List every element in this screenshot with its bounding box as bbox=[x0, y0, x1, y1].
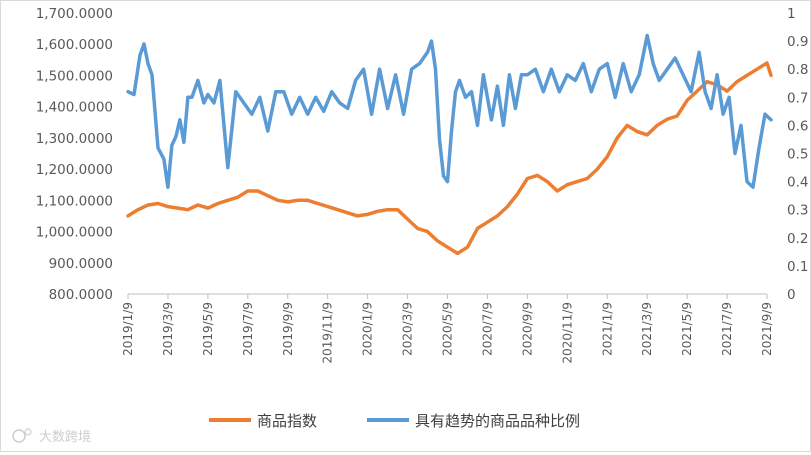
left-axis-tick-label: 1,500.0000 bbox=[36, 68, 113, 84]
x-axis-ticks: 2019/1/9 2019/3/9 2019/5/9 2019/7/9 2019/9/9… bbox=[121, 294, 774, 364]
right-axis-tick-label: 0.8 bbox=[787, 62, 808, 78]
x-axis-tick-label: 2019/5/9 bbox=[201, 302, 215, 356]
x-axis-tick-label: 2020/5/9 bbox=[441, 302, 455, 356]
left-axis-tick-label: 1,300.0000 bbox=[36, 131, 113, 147]
x-axis-tick-label: 2019/1/9 bbox=[121, 302, 135, 356]
left-axis-tick-label: 900.0000 bbox=[49, 256, 113, 272]
right-axis-tick-label: 0.7 bbox=[787, 90, 808, 106]
data-logo-icon bbox=[12, 428, 32, 443]
left-axis-tick-label: 1,200.0000 bbox=[36, 162, 113, 178]
series-layer bbox=[126, 33, 773, 256]
x-axis-tick-label: 2021/9/9 bbox=[760, 302, 774, 356]
left-axis-tick-label: 1,700.0000 bbox=[36, 6, 113, 22]
right-axis-tick-label: 1 bbox=[787, 6, 796, 22]
right-axis-tick-label: 0.9 bbox=[787, 34, 808, 50]
right-axis-tick-label: 0.4 bbox=[787, 175, 808, 191]
x-axis-tick-label: 2021/1/9 bbox=[600, 302, 614, 356]
x-axis-tick-label: 2020/11/9 bbox=[560, 302, 574, 364]
left-axis-tick-label: 800.0000 bbox=[49, 287, 113, 303]
x-axis-tick-label: 2020/1/9 bbox=[361, 302, 375, 356]
right-axis-tick-label: 0.5 bbox=[787, 147, 808, 163]
x-axis-tick-label: 2020/3/9 bbox=[401, 302, 415, 356]
right-axis-tick-label: 0.2 bbox=[787, 231, 808, 247]
series-line-commodity-index bbox=[126, 61, 773, 256]
x-axis-tick-label: 2019/7/9 bbox=[241, 302, 255, 356]
left-axis-tick-label: 1,000.0000 bbox=[36, 225, 113, 241]
x-axis-tick-label: 2019/3/9 bbox=[161, 302, 175, 356]
left-axis-tick-label: 1,600.0000 bbox=[36, 37, 113, 53]
right-axis-tick-label: 0.6 bbox=[787, 118, 808, 134]
left-axis-ticks: 800.0000 900.0000 1,000.0000 1,100.0000 1,20… bbox=[36, 6, 113, 303]
x-axis-tick-label: 2019/11/9 bbox=[321, 302, 335, 364]
legend-label-trend-ratio: 具有趋势的商品品种比例 bbox=[415, 412, 580, 430]
watermark-text: 大数跨境 bbox=[39, 430, 91, 445]
left-axis-tick-label: 1,400.0000 bbox=[36, 100, 113, 116]
right-axis-tick-label: 0 bbox=[787, 287, 796, 303]
right-axis-ticks: 0 0.1 0.2 0.3 0.4 0.5 0.6 0.7 0.8 0.9 1 bbox=[787, 6, 808, 303]
left-axis-tick-label: 1,100.0000 bbox=[36, 193, 113, 209]
legend-label-commodity-index: 商品指数 bbox=[257, 412, 317, 430]
x-axis-tick-label: 2021/7/9 bbox=[720, 302, 734, 356]
right-axis-tick-label: 0.1 bbox=[787, 259, 808, 275]
x-axis-tick-label: 2021/3/9 bbox=[640, 302, 654, 356]
x-axis-tick-label: 2020/7/9 bbox=[480, 302, 494, 356]
series-line-trend-ratio bbox=[126, 33, 773, 189]
x-axis-tick-label: 2021/5/9 bbox=[680, 302, 694, 356]
x-axis-tick-label: 2020/9/9 bbox=[520, 302, 534, 356]
x-axis-tick-label: 2019/9/9 bbox=[281, 302, 295, 356]
right-axis-tick-label: 0.3 bbox=[787, 203, 808, 219]
watermark: 大数跨境 bbox=[12, 428, 91, 445]
legend: 商品指数 具有趋势的商品品种比例 bbox=[209, 412, 580, 430]
